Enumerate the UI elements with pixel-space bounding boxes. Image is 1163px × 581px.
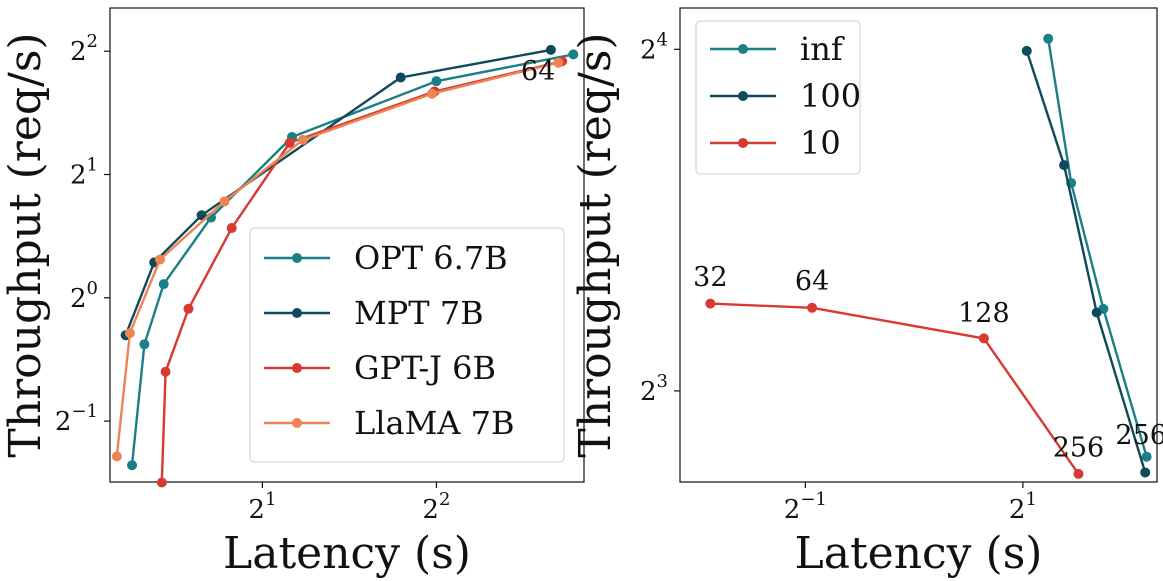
data-point (568, 49, 579, 60)
x-tick-label: 21 (1009, 489, 1037, 525)
point-annotation: 256 (1053, 433, 1105, 464)
legend-marker (292, 363, 302, 373)
y-tick-label: 2−1 (55, 401, 98, 437)
data-point (284, 137, 295, 148)
data-point (183, 303, 194, 314)
y-axis-label: Throughput (req/s) (570, 32, 621, 457)
series-line (1047, 38, 1148, 458)
data-point (1043, 33, 1054, 44)
legend-label: inf (800, 30, 845, 68)
y-axis-label: Throughput (req/s) (0, 32, 51, 457)
right-chart-panel: 2−1 21 23 24 Latency (s) Throughput (req/s) 32… (570, 7, 1163, 579)
data-point (978, 333, 989, 344)
legend-marker (738, 44, 748, 54)
legend-marker (738, 91, 748, 101)
legend-label: GPT-J 6B (354, 349, 496, 387)
data-point (196, 210, 207, 221)
data-point (154, 254, 165, 265)
series-inf (1043, 33, 1152, 462)
point-annotation: 256 (1115, 420, 1163, 451)
plot-frame (109, 7, 585, 483)
legend-label: LlaMA 7B (354, 404, 514, 442)
legend-marker (292, 418, 302, 428)
y-tick-label: 23 (640, 371, 668, 407)
data-point (1141, 451, 1152, 462)
data-point (1073, 468, 1084, 479)
legend-item-100: 100 (710, 77, 861, 115)
legend: inf 100 10 (695, 20, 861, 175)
data-point (124, 328, 135, 339)
series-100 (1021, 45, 1151, 478)
legend-box (695, 20, 861, 175)
point-annotation: 32 (693, 262, 727, 293)
legend-label: 10 (800, 124, 841, 162)
legend-item-llama-7b: LlaMA 7B (264, 404, 514, 442)
legend-item-opt-6-7b: OPT 6.7B (264, 239, 508, 277)
data-point (226, 223, 237, 234)
legend-item-gpt-j-6b: GPT-J 6B (264, 349, 496, 387)
data-point (545, 44, 556, 55)
data-point (1059, 160, 1070, 171)
legend: OPT 6.7B MPT 7B GPT-J 6B LlaMA 7B (249, 227, 565, 463)
data-point (431, 76, 442, 87)
point-annotation: 64 (795, 266, 829, 297)
data-point (553, 57, 564, 68)
x-tick-label: 2−1 (784, 489, 827, 525)
legend-item-10: 10 (710, 124, 841, 162)
x-tick-label: 22 (422, 489, 450, 525)
data-point (219, 196, 230, 207)
y-tick-label: 21 (70, 155, 98, 191)
legend-label: OPT 6.7B (354, 239, 508, 277)
legend-item-inf: inf (710, 30, 845, 68)
x-axis-label: Latency (s) (223, 528, 471, 579)
plot-frame (679, 7, 1158, 483)
data-point (705, 298, 716, 309)
data-point (297, 134, 308, 145)
data-point (1140, 467, 1151, 478)
legend-marker (738, 138, 748, 148)
data-point (426, 88, 437, 99)
legend-marker (292, 253, 302, 263)
x-axis-label: Latency (s) (795, 528, 1043, 579)
legend-marker (292, 308, 302, 318)
legend-label: 100 (800, 77, 861, 115)
data-point (111, 451, 122, 462)
data-point (395, 72, 406, 83)
data-point (160, 366, 171, 377)
series-llama-7b (111, 57, 564, 462)
data-point (1021, 45, 1032, 56)
data-point (1091, 307, 1102, 318)
data-point (807, 302, 818, 313)
y-tick-label: 24 (640, 29, 668, 65)
data-point (156, 477, 167, 488)
series-line (710, 302, 1080, 475)
data-point (158, 279, 169, 290)
x-tick-label: 21 (248, 489, 276, 525)
series-10 (705, 298, 1084, 479)
series-line (1025, 50, 1147, 473)
legend-item-mpt-7b: MPT 7B (264, 294, 484, 332)
point-annotation: 128 (958, 298, 1010, 329)
data-point (127, 460, 138, 471)
point-annotation: 64 (521, 56, 555, 87)
y-tick-label: 20 (70, 278, 98, 314)
data-point (139, 339, 150, 350)
y-tick-label: 22 (70, 31, 98, 67)
legend-label: MPT 7B (354, 294, 484, 332)
legend-box (249, 227, 565, 463)
